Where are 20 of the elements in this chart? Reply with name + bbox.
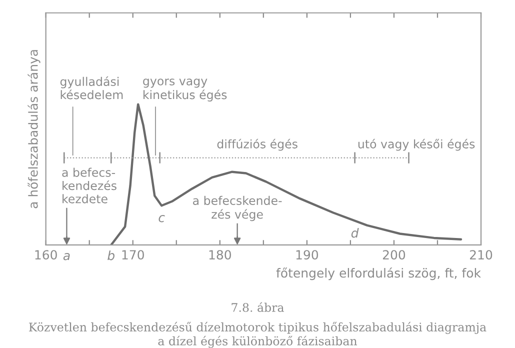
annotation: utó vagy késői égés: [358, 138, 475, 151]
text: gyors vagy kinetikus égés: [143, 78, 227, 102]
text: Közvetlen befecskendezésű dízelmotorok tipikus hőfelszabadulási diagramja a dízel égés különböző fázisaiban: [29, 322, 486, 348]
x-tick-label: 190: [296, 250, 318, 260]
text: a: [63, 253, 70, 260]
x-tick-label: 170: [122, 250, 144, 260]
x-tick-label: 210: [470, 250, 492, 260]
x-tick-label: 200: [382, 250, 406, 260]
text: 7.8. ábra: [232, 302, 284, 312]
text: gyulladási késedelem: [60, 76, 123, 100]
annotation: d: [351, 228, 359, 238]
x-tick-label: 180: [209, 250, 232, 260]
y-axis-title: a hőfelszabadulás aránya: [28, 50, 40, 208]
ref-line-label: a befecs- kendezés kezdete: [62, 168, 116, 204]
annotation: b: [108, 250, 114, 260]
x-axis-title: főtengely elfordulási szög, ft, fok: [276, 268, 481, 280]
annotation: diffúziós égés: [217, 138, 298, 151]
x-tick-label: 160: [35, 250, 57, 260]
ref-line-label: a befecskende- zés vége: [193, 196, 282, 222]
annotation: c: [158, 215, 165, 222]
